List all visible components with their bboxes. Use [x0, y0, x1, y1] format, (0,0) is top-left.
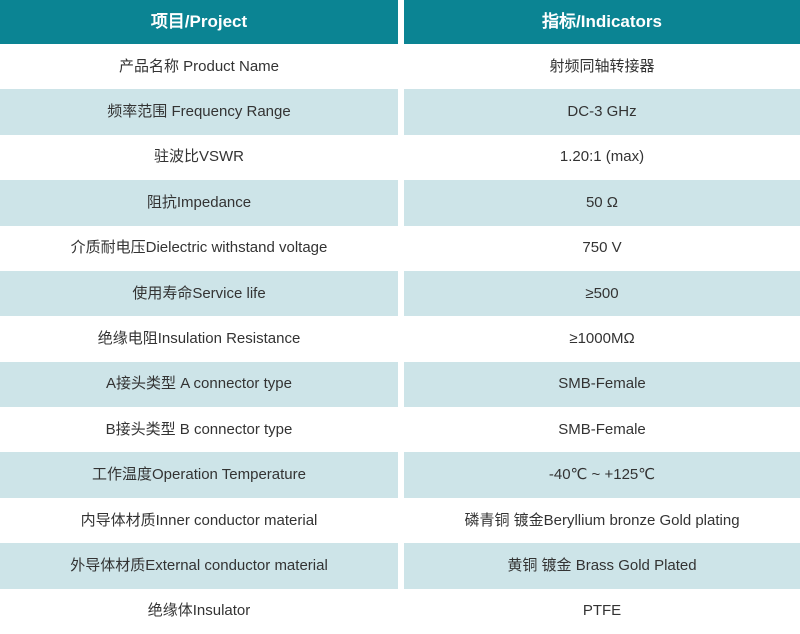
indicator-cell: SMB-Female	[404, 407, 800, 453]
indicator-cell: 50 Ω	[404, 180, 800, 226]
table-row: 频率范围 Frequency Range DC-3 GHz	[0, 89, 800, 135]
indicator-cell: ≥500	[404, 270, 800, 317]
table-row: 外导体材质External conductor material 黄铜 镀金 B…	[0, 543, 800, 589]
project-cell: 工作温度Operation Temperature	[0, 452, 398, 498]
indicator-cell: 1.20:1 (max)	[404, 134, 800, 181]
table-row: 使用寿命Service life ≥500	[0, 270, 800, 317]
indicator-cell: PTFE	[404, 588, 800, 634]
project-cell: 外导体材质External conductor material	[0, 543, 398, 589]
indicator-cell: -40℃ ~ +125℃	[404, 452, 800, 498]
table-row: 绝缘体Insulator PTFE	[0, 588, 800, 634]
table-row: 介质耐电压Dielectric withstand voltage 750 V	[0, 225, 800, 271]
indicator-cell: SMB-Female	[404, 361, 800, 408]
project-cell: 内导体材质Inner conductor material	[0, 497, 398, 544]
table-header-row: 项目/Project 指标/Indicators	[0, 0, 800, 44]
table-row: B接头类型 B connector type SMB-Female	[0, 407, 800, 453]
table-row: 工作温度Operation Temperature -40℃ ~ +125℃	[0, 452, 800, 498]
project-cell: 阻抗Impedance	[0, 180, 398, 226]
indicator-cell: ≥1000MΩ	[404, 316, 800, 362]
project-cell: 绝缘体Insulator	[0, 588, 398, 634]
project-cell: 产品名称 Product Name	[0, 44, 398, 90]
table-row: 绝缘电阻Insulation Resistance ≥1000MΩ	[0, 316, 800, 362]
table-row: 驻波比VSWR 1.20:1 (max)	[0, 134, 800, 181]
project-cell: B接头类型 B connector type	[0, 407, 398, 453]
indicator-cell: 750 V	[404, 225, 800, 271]
header-cell-indicators: 指标/Indicators	[404, 0, 800, 44]
project-cell: 介质耐电压Dielectric withstand voltage	[0, 225, 398, 271]
indicator-cell: 黄铜 镀金 Brass Gold Plated	[404, 543, 800, 589]
project-cell: A接头类型 A connector type	[0, 361, 398, 408]
project-cell: 使用寿命Service life	[0, 270, 398, 317]
table-row: 内导体材质Inner conductor material 磷青铜 镀金Bery…	[0, 497, 800, 544]
project-cell: 频率范围 Frequency Range	[0, 89, 398, 135]
project-cell: 绝缘电阻Insulation Resistance	[0, 316, 398, 362]
indicator-cell: 射频同轴转接器	[404, 44, 800, 90]
table-row: 产品名称 Product Name 射频同轴转接器	[0, 44, 800, 90]
indicator-cell: 磷青铜 镀金Beryllium bronze Gold plating	[404, 497, 800, 544]
indicator-cell: DC-3 GHz	[404, 89, 800, 135]
project-cell: 驻波比VSWR	[0, 134, 398, 181]
table-row: A接头类型 A connector type SMB-Female	[0, 361, 800, 408]
table-row: 阻抗Impedance 50 Ω	[0, 180, 800, 226]
header-cell-project: 项目/Project	[0, 0, 398, 44]
